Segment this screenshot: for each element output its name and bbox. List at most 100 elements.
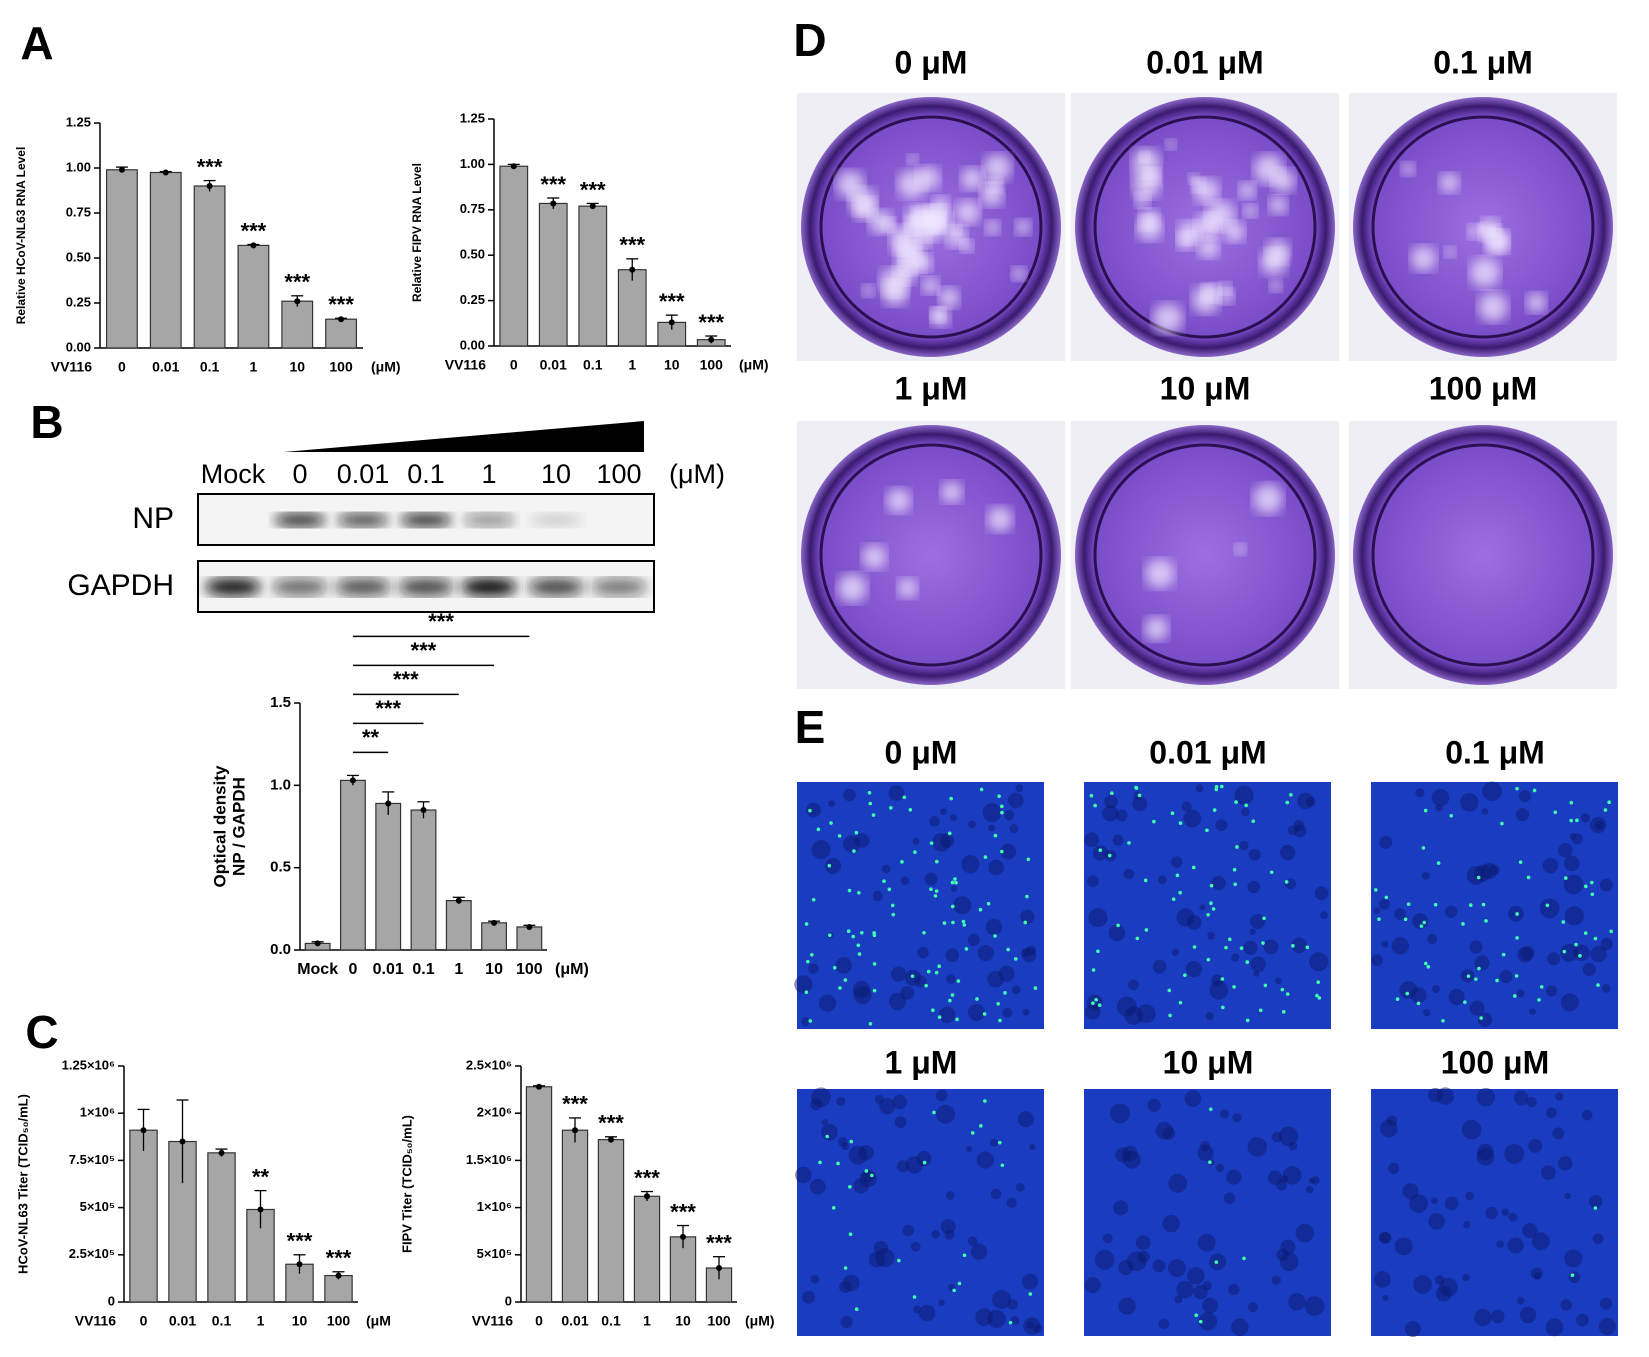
- infected-cell: [887, 887, 892, 892]
- plaque: [899, 248, 925, 275]
- infected-cell: [1232, 867, 1237, 872]
- nucleus-shade: [929, 816, 940, 827]
- lane-label: 0: [292, 459, 307, 489]
- infected-cell: [1501, 952, 1506, 957]
- nucleus-shade: [1474, 1308, 1492, 1327]
- nucleus-shade: [1526, 1096, 1537, 1108]
- infected-cell: [1561, 920, 1566, 924]
- infected-cell: [1422, 920, 1427, 925]
- nucleus-shade: [990, 1138, 998, 1147]
- infected-cell: [1220, 977, 1225, 981]
- infected-cell: [1091, 1001, 1095, 1006]
- infected-cell: [1479, 1016, 1483, 1020]
- bar: [193, 185, 226, 349]
- nucleus-shade: [940, 1219, 956, 1234]
- y-axis-label: NP / GAPDH: [229, 777, 248, 876]
- infected-cell: [1143, 878, 1148, 883]
- nucleus-shade: [1555, 1092, 1564, 1101]
- nucleus-shade: [1007, 792, 1024, 809]
- infected-cell: [1495, 978, 1499, 983]
- infected-cell: [1590, 892, 1595, 897]
- plaque: [1269, 195, 1288, 215]
- nucleus-shade: [1291, 937, 1307, 954]
- mean-dot: [550, 200, 557, 207]
- infected-cell: [1235, 845, 1239, 849]
- plaque: [1194, 213, 1221, 239]
- bar: [578, 205, 608, 347]
- infected-cell: [948, 998, 952, 1003]
- nucleus-shade: [1006, 1197, 1017, 1208]
- nucleus-shade: [1371, 954, 1383, 966]
- infected-cell: [1178, 1000, 1183, 1005]
- nucleus-shade: [1198, 1311, 1218, 1331]
- nucleus-shade: [1306, 797, 1316, 807]
- infected-cell: [932, 1110, 936, 1115]
- infected-cell: [1192, 945, 1197, 949]
- x-tick-label: 100: [707, 1313, 731, 1329]
- nucleus-shade: [945, 1191, 955, 1200]
- nucleus-shade: [913, 1305, 922, 1314]
- plate-rim: [819, 443, 1043, 667]
- infected-cell: [931, 1008, 935, 1013]
- nucleus-shade: [1162, 1215, 1180, 1233]
- mean-dot: [420, 807, 427, 814]
- plaque: [862, 284, 875, 297]
- nucleus-shade: [1531, 1232, 1550, 1251]
- nucleus-shade: [1250, 913, 1266, 929]
- nucleus-shade: [1564, 906, 1584, 926]
- significance: ***: [328, 292, 354, 317]
- infected-cell: [1089, 793, 1094, 798]
- infected-cell: [832, 965, 837, 970]
- nucleus-shade: [1386, 1115, 1398, 1126]
- nucleus-shade: [1533, 1272, 1541, 1280]
- nucleus-shade: [839, 1280, 852, 1293]
- blot-row-label: GAPDH: [67, 569, 174, 602]
- nucleus-shade: [940, 833, 955, 848]
- infected-cell: [998, 1140, 1002, 1145]
- mean-dot: [680, 1233, 686, 1240]
- infected-cell: [1436, 861, 1441, 865]
- nucleus-shade: [1199, 904, 1206, 911]
- x-tick-label: 0.01: [561, 1313, 588, 1329]
- infected-cell: [929, 887, 933, 892]
- infected-cell: [857, 890, 861, 895]
- infected-cell: [997, 794, 1001, 798]
- infected-cell: [1574, 942, 1578, 947]
- infected-cell: [900, 860, 904, 864]
- infected-cell: [1466, 974, 1471, 978]
- infected-cell: [924, 983, 928, 988]
- infected-cell: [1144, 928, 1149, 932]
- infected-cell: [1258, 1008, 1263, 1013]
- plaque: [987, 506, 1013, 532]
- mean-dot: [257, 1206, 264, 1213]
- nucleus-shade: [1102, 805, 1119, 822]
- y-tick-label: 0.75: [66, 204, 91, 219]
- x-unit: (μM): [745, 1313, 775, 1329]
- plaque: [868, 210, 893, 234]
- infected-cell: [1284, 880, 1289, 884]
- nucleus-shade: [1247, 1302, 1259, 1313]
- nucleus-shade: [967, 1003, 985, 1021]
- infected-cell: [1500, 821, 1504, 826]
- infected-cell: [1539, 985, 1544, 989]
- lane-label: 100: [596, 459, 641, 489]
- infected-cell: [1262, 916, 1266, 921]
- infected-cell: [1208, 1160, 1212, 1165]
- nucleus-shade: [1016, 1182, 1025, 1192]
- significance: ***: [598, 1111, 624, 1136]
- infected-cell: [890, 903, 895, 908]
- infected-cell: [953, 877, 957, 881]
- infected-cell: [964, 947, 969, 951]
- infected-cell: [1205, 828, 1209, 833]
- mean-dot: [644, 1193, 650, 1200]
- infected-cell: [860, 930, 864, 935]
- infected-cell: [1377, 917, 1381, 921]
- nucleus-shade: [1482, 781, 1502, 801]
- nucleus-shade: [1250, 956, 1267, 973]
- nucleus-shade: [1123, 868, 1135, 880]
- nucleus-shade: [1183, 809, 1202, 828]
- nucleus-shade: [1448, 988, 1465, 1006]
- mean-dot: [589, 203, 596, 210]
- nucleus-shade: [879, 1098, 896, 1115]
- infected-cell: [1590, 880, 1594, 885]
